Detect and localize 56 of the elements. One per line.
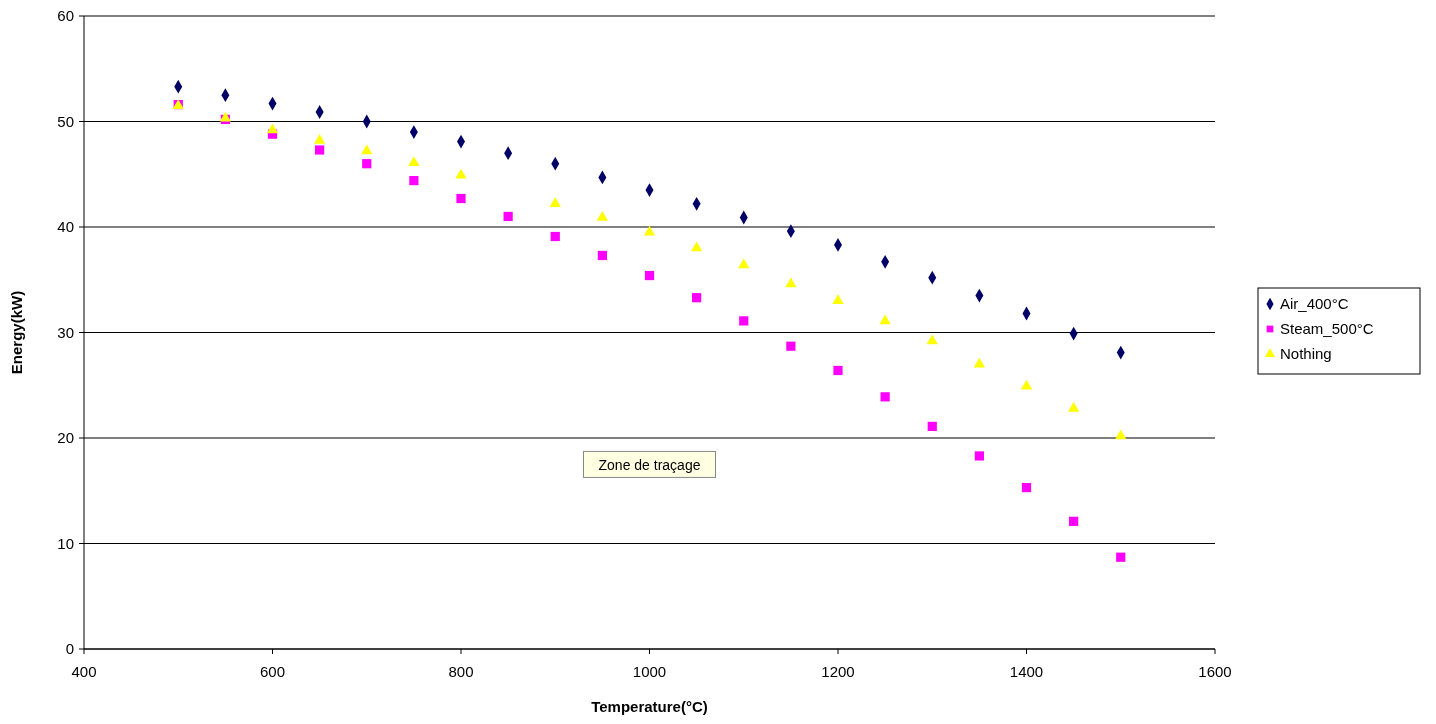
point (785, 277, 797, 288)
point (1020, 379, 1033, 390)
x-axis-title: Temperature(°C) (591, 698, 708, 715)
y-tick-label: 20 (57, 429, 74, 447)
point (1115, 429, 1127, 440)
point (1069, 516, 1079, 526)
x-tick-label: 1400 (1009, 663, 1044, 680)
legend-label: Nothing (1280, 345, 1332, 363)
x-tick-label: 800 (448, 663, 474, 680)
point (1116, 552, 1126, 562)
x-tick-label: 1000 (632, 663, 667, 680)
point (549, 197, 561, 208)
y-tick-label: 50 (57, 112, 74, 130)
point (738, 258, 750, 269)
x-tick-label: 1600 (1198, 663, 1232, 680)
point (643, 225, 656, 236)
point (455, 168, 467, 179)
point (266, 123, 279, 134)
point (833, 365, 843, 376)
point (1067, 401, 1080, 412)
point (456, 193, 466, 204)
point (550, 231, 560, 242)
point (1021, 482, 1032, 493)
point (409, 175, 419, 186)
y-tick-label: 60 (57, 7, 74, 25)
point (786, 341, 796, 351)
point (692, 293, 702, 303)
point (503, 211, 513, 222)
x-tick-label: 600 (259, 663, 286, 680)
point (974, 451, 984, 461)
y-tick-label: 0 (65, 640, 74, 658)
point (880, 392, 890, 402)
point (926, 334, 938, 345)
legend-label: Steam_500°C (1280, 320, 1374, 338)
y-tick-label: 30 (57, 323, 74, 341)
point (408, 156, 420, 166)
point (644, 270, 655, 281)
point (362, 159, 372, 169)
point (832, 294, 844, 305)
point (927, 421, 937, 431)
point (690, 241, 703, 252)
point (879, 314, 891, 325)
y-tick-label: 10 (57, 534, 74, 552)
point (313, 133, 326, 144)
point (596, 211, 609, 221)
point (973, 357, 986, 368)
y-tick-label: 40 (57, 218, 74, 236)
x-tick-label: 400 (71, 663, 97, 680)
y-axis-title: Energy(kW) (8, 290, 25, 375)
point (315, 145, 325, 155)
point (739, 316, 749, 326)
legend-label: Air_400°C (1280, 295, 1349, 313)
point (597, 250, 607, 261)
point (361, 144, 373, 155)
x-tick-label: 1200 (821, 663, 855, 680)
annotation: Zone de traçage (598, 457, 701, 474)
